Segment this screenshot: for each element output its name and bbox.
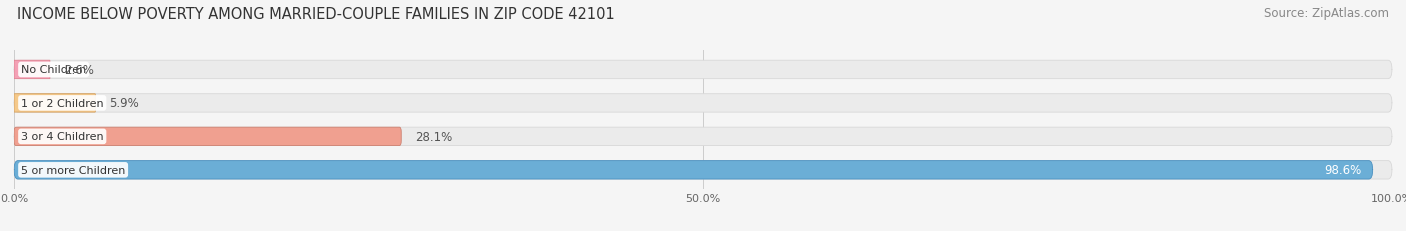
FancyBboxPatch shape <box>14 61 49 79</box>
FancyBboxPatch shape <box>14 161 1372 179</box>
FancyBboxPatch shape <box>14 128 1392 146</box>
Text: 5 or more Children: 5 or more Children <box>21 165 125 175</box>
FancyBboxPatch shape <box>14 94 96 113</box>
Text: 5.9%: 5.9% <box>110 97 139 110</box>
Text: 3 or 4 Children: 3 or 4 Children <box>21 132 104 142</box>
FancyBboxPatch shape <box>14 128 401 146</box>
Text: INCOME BELOW POVERTY AMONG MARRIED-COUPLE FAMILIES IN ZIP CODE 42101: INCOME BELOW POVERTY AMONG MARRIED-COUPL… <box>17 7 614 22</box>
Text: Source: ZipAtlas.com: Source: ZipAtlas.com <box>1264 7 1389 20</box>
Text: 98.6%: 98.6% <box>1324 164 1361 176</box>
Text: 28.1%: 28.1% <box>415 130 453 143</box>
Text: No Children: No Children <box>21 65 86 75</box>
FancyBboxPatch shape <box>14 161 1392 179</box>
FancyBboxPatch shape <box>14 94 1392 113</box>
Text: 2.6%: 2.6% <box>63 64 94 77</box>
Text: 1 or 2 Children: 1 or 2 Children <box>21 98 104 108</box>
FancyBboxPatch shape <box>14 61 1392 79</box>
